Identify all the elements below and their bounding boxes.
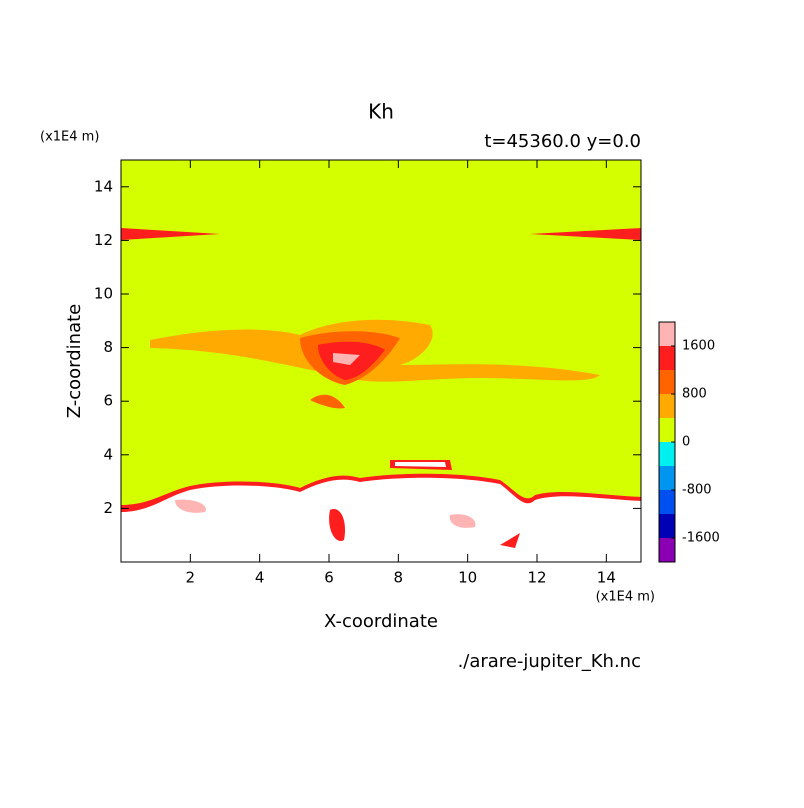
colorbar-band — [659, 370, 675, 394]
x-unit: (x1E4 m) — [596, 590, 655, 605]
colorbar-band — [659, 418, 675, 442]
y-tick-label: 12 — [94, 231, 113, 249]
x-tick-label: 14 — [597, 569, 616, 587]
colorbar-tick-label: 0 — [682, 435, 690, 450]
colorbar-band — [659, 490, 675, 514]
plot-frame — [120, 159, 642, 563]
contour-region — [121, 228, 641, 240]
y-unit: (x1E4 m) — [40, 130, 99, 145]
colorbar-tick-label: 1600 — [682, 339, 715, 354]
colorbar-band — [659, 394, 675, 418]
colorbar-band — [659, 514, 675, 538]
colorbar-tick-label: 800 — [682, 387, 707, 402]
colorbar-band — [659, 466, 675, 490]
x-tick-label: 10 — [458, 569, 477, 587]
colorbar-tick-label: -800 — [682, 483, 712, 498]
x-axis-label: X-coordinate — [324, 611, 438, 632]
y-tick-label: 10 — [94, 285, 113, 303]
x-tick-label: 6 — [324, 569, 334, 587]
contour-region — [395, 462, 446, 467]
y-tick-label: 2 — [103, 499, 113, 517]
colorbar-band — [659, 346, 675, 370]
x-tick-label: 4 — [255, 569, 265, 587]
y-tick-label: 6 — [103, 392, 113, 410]
source-label: ./arare-jupiter_Kh.nc — [458, 651, 641, 672]
colorbar-band — [659, 538, 675, 562]
x-tick-label: 12 — [527, 569, 546, 587]
colorbar-band — [659, 442, 675, 466]
x-tick-label: 8 — [394, 569, 404, 587]
y-tick-label: 8 — [103, 338, 113, 356]
contour-region — [333, 353, 360, 365]
chart-subtitle: t=45360.0 y=0.0 — [484, 131, 641, 152]
contour-field — [120, 159, 642, 563]
chart-title: Kh — [368, 100, 394, 124]
y-tick-label: 4 — [103, 445, 113, 463]
y-axis-label: Z-coordinate — [64, 304, 85, 419]
contour-region — [310, 394, 345, 409]
colorbar-tick-label: -1600 — [682, 531, 720, 546]
colorbar-band — [659, 322, 675, 346]
y-tick-label: 14 — [94, 177, 113, 195]
x-tick-label: 2 — [186, 569, 196, 587]
